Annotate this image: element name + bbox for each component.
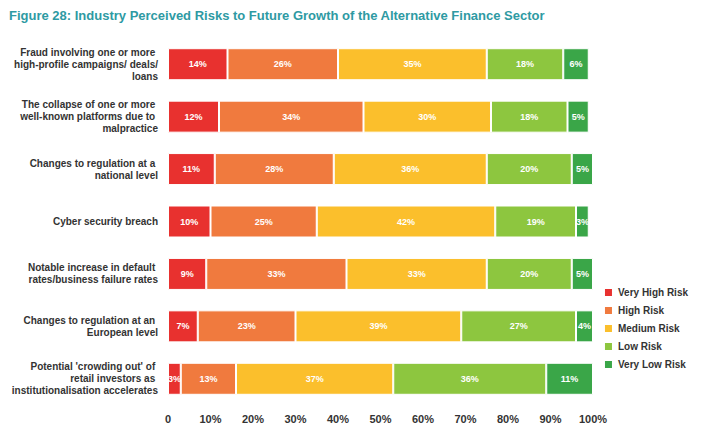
svg-text:7%: 7% (176, 321, 189, 331)
svg-text:39%: 39% (369, 321, 387, 331)
svg-text:5%: 5% (576, 164, 589, 174)
svg-text:30%: 30% (284, 413, 306, 425)
svg-text:13%: 13% (199, 374, 217, 384)
svg-text:42%: 42% (397, 217, 415, 227)
svg-text:37%: 37% (306, 374, 324, 384)
svg-text:30%: 30% (418, 112, 436, 122)
svg-text:80%: 80% (497, 413, 519, 425)
svg-text:20%: 20% (242, 413, 264, 425)
svg-text:retail investors as: retail investors as (70, 373, 158, 384)
svg-text:9%: 9% (181, 269, 194, 279)
svg-text:rates/business failure rates: rates/business failure rates (28, 274, 158, 285)
svg-text:Figure 28: Industry Perceived: Figure 28: Industry Perceived Risks to F… (9, 8, 545, 23)
svg-text:33%: 33% (267, 269, 285, 279)
svg-text:25%: 25% (255, 217, 273, 227)
svg-text:26%: 26% (274, 59, 292, 69)
svg-text:Fraud involving one or more: Fraud involving one or more (20, 47, 158, 58)
svg-text:36%: 36% (401, 164, 419, 174)
svg-text:0: 0 (165, 413, 171, 425)
svg-text:5%: 5% (576, 269, 589, 279)
svg-text:national level: national level (95, 170, 159, 181)
svg-text:60%: 60% (412, 413, 434, 425)
svg-text:40%: 40% (327, 413, 349, 425)
svg-text:The collapse of one or more: The collapse of one or more (22, 99, 158, 110)
svg-text:18%: 18% (520, 112, 538, 122)
svg-text:70%: 70% (454, 413, 476, 425)
svg-text:malpractice: malpractice (102, 123, 158, 134)
svg-text:Very Low Risk: Very Low Risk (618, 359, 686, 370)
svg-text:10%: 10% (199, 413, 221, 425)
svg-text:loans: loans (132, 71, 159, 82)
svg-text:35%: 35% (403, 59, 421, 69)
svg-text:11%: 11% (183, 164, 201, 174)
svg-text:3%: 3% (576, 217, 589, 227)
svg-text:Notable increase in default: Notable increase in default (28, 262, 158, 273)
svg-text:23%: 23% (238, 321, 256, 331)
svg-text:20%: 20% (520, 164, 538, 174)
svg-text:4%: 4% (578, 321, 591, 331)
svg-text:19%: 19% (527, 217, 545, 227)
svg-text:34%: 34% (282, 112, 300, 122)
svg-text:90%: 90% (539, 413, 561, 425)
svg-text:5%: 5% (572, 112, 585, 122)
svg-text:European level: European level (87, 327, 158, 338)
svg-text:Changes to regulation at an: Changes to regulation at an (24, 315, 158, 326)
svg-text:Changes to regulation at a: Changes to regulation at a (30, 158, 158, 169)
svg-text:12%: 12% (184, 112, 202, 122)
svg-text:well-known platforms due to: well-known platforms due to (19, 111, 158, 122)
svg-text:100%: 100% (579, 413, 607, 425)
svg-text:18%: 18% (516, 59, 534, 69)
svg-text:10%: 10% (180, 217, 198, 227)
svg-text:14%: 14% (189, 59, 207, 69)
svg-text:3%: 3% (168, 374, 181, 384)
svg-text:20%: 20% (520, 269, 538, 279)
svg-text:28%: 28% (265, 164, 283, 174)
svg-text:36%: 36% (461, 374, 479, 384)
svg-text:11%: 11% (561, 374, 579, 384)
svg-text:high-profile campaigns/ deals/: high-profile campaigns/ deals/ (14, 59, 158, 70)
svg-text:33%: 33% (408, 269, 426, 279)
svg-text:institutionalisation accelerat: institutionalisation accelerates (12, 385, 159, 396)
svg-text:27%: 27% (510, 321, 528, 331)
svg-text:6%: 6% (569, 59, 582, 69)
svg-text:50%: 50% (369, 413, 391, 425)
svg-text:Very High Risk: Very High Risk (618, 287, 688, 298)
svg-text:Potential 'crowding out' of: Potential 'crowding out' of (30, 361, 158, 372)
svg-text:Medium Risk: Medium Risk (618, 323, 680, 334)
svg-text:Low Risk: Low Risk (618, 341, 662, 352)
svg-text:Cyber security breach: Cyber security breach (53, 216, 158, 227)
svg-text:High Risk: High Risk (618, 305, 665, 316)
